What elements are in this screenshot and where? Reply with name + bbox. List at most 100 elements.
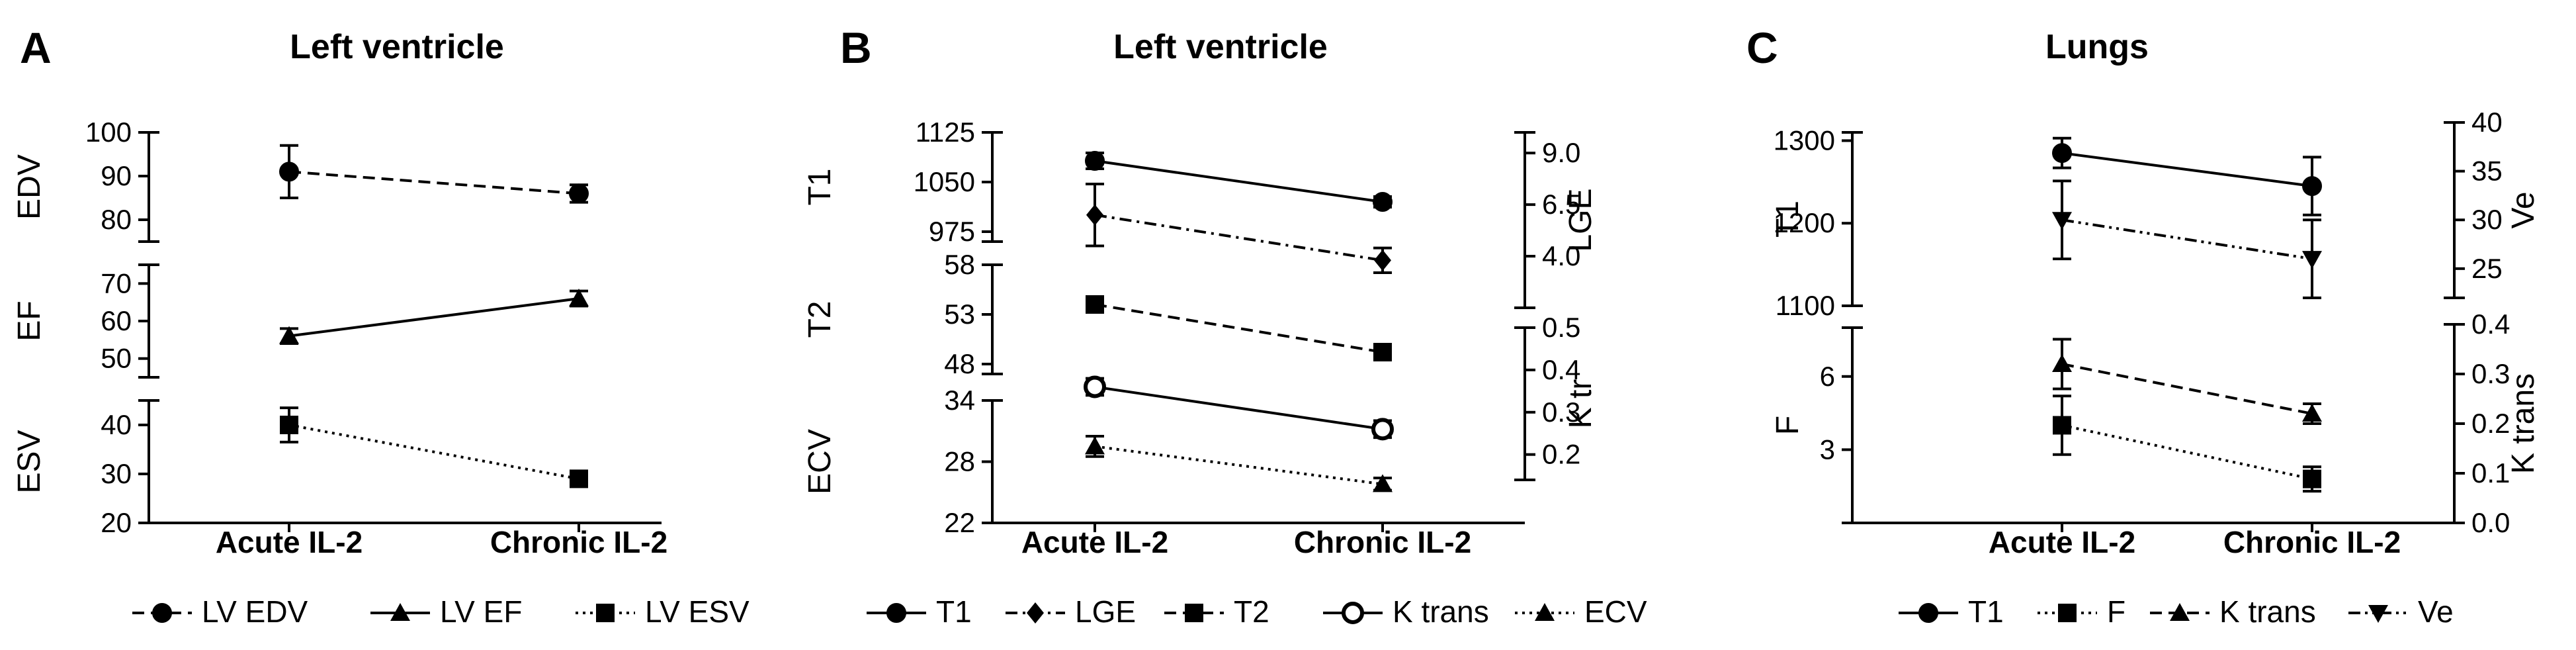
series-line (1094, 303, 1383, 353)
legend-label: T1 (936, 594, 972, 629)
y-tick-label: 0.2 (2471, 408, 2510, 439)
series-t1 (1085, 151, 1393, 212)
series-line (1094, 445, 1383, 486)
data-point (2302, 404, 2322, 422)
legend-marker (1027, 602, 1044, 624)
y-tick-label: 35 (2471, 156, 2503, 187)
y-axis-label: ECV (802, 429, 837, 494)
y-axis-ve: 25 30 35 40 Ve (2444, 107, 2541, 299)
legend-label: T2 (1234, 594, 1269, 629)
y-axis-edv: 80 90 100 EDV (12, 116, 159, 243)
panel-letter: C (1746, 23, 1778, 72)
series-lv-ef (279, 289, 589, 345)
y-tick-label: 30 (101, 458, 132, 489)
y-tick-label: 30 (2471, 204, 2503, 235)
y-axis-label: T2 (802, 301, 837, 338)
legend-marker (596, 604, 615, 622)
y-tick-label: 0.4 (2471, 308, 2510, 340)
data-point (2302, 251, 2322, 269)
series-lge (1086, 182, 1392, 274)
y-tick-label: 60 (101, 305, 132, 336)
legend-label: ECV (1584, 594, 1647, 629)
series-line (288, 424, 580, 481)
data-point (1373, 474, 1393, 492)
y-tick-label: 48 (944, 348, 975, 379)
legend-marker (390, 603, 410, 621)
y-tick-label: 6 (1820, 361, 1835, 392)
x-tick-label: Acute IL-2 (1021, 525, 1168, 559)
data-point (2302, 176, 2322, 197)
x-tick-label: Chronic IL-2 (2223, 525, 2401, 559)
y-tick-label: 90 (101, 160, 132, 191)
panel-letter: B (840, 23, 872, 72)
y-tick-label: 3 (1820, 434, 1835, 465)
y-axis-t1: 975 1050 1125 T1 (802, 116, 1003, 247)
legend-item: LV EF (370, 594, 522, 629)
y-axis-label: K trans (2506, 373, 2541, 474)
x-tick-label: Acute IL-2 (216, 525, 363, 559)
legend-item: T2 (1164, 594, 1269, 629)
y-tick-label: 50 (101, 343, 132, 374)
panel-letter: A (20, 23, 52, 72)
y-axis-label: EF (12, 301, 47, 341)
y-axis-label: Ve (2506, 191, 2541, 228)
y-tick-label: 25 (2471, 253, 2503, 284)
series-line (288, 297, 580, 338)
panel-title: Left ventricle (290, 28, 504, 66)
legend-label: Ve (2418, 594, 2454, 629)
panel-a: A Left ventricle Acute IL-2 Chronic IL-2 80 9… (12, 23, 750, 629)
legend-item: ECV (1515, 594, 1647, 629)
data-point (1084, 375, 1106, 398)
x-tick-label: Acute IL-2 (1989, 525, 2135, 559)
y-axis-f: 3 6 F (1770, 326, 1863, 524)
y-tick-label: 0.5 (1542, 312, 1580, 343)
data-point (279, 326, 299, 344)
legend-marker (886, 603, 906, 623)
data-point (1086, 295, 1104, 314)
legend-label: LV EF (440, 594, 522, 629)
y-tick-label: 28 (944, 446, 975, 477)
y-tick-label: 1300 (1774, 124, 1835, 156)
series-line (2061, 424, 2313, 481)
y-axis-label: EDV (12, 154, 47, 220)
y-axis-label: T1 (802, 168, 837, 205)
y-axis-t2: 48 53 58 T2 (802, 249, 1003, 379)
series-lv-edv (279, 144, 589, 204)
data-point (1373, 343, 1392, 361)
series-ve (2052, 179, 2322, 299)
y-tick-label: 70 (101, 267, 132, 299)
legend-marker (1185, 604, 1203, 622)
y-axis-label: ESV (12, 430, 47, 493)
legend-item: K trans (2150, 594, 2316, 629)
y-axis-t1: 1100 1200 1300 T1 (1770, 124, 1863, 321)
y-tick-label: 40 (2471, 107, 2503, 138)
y-axis-label: LGE (1563, 188, 1598, 252)
y-axis-label: F (1770, 416, 1805, 435)
data-point (569, 289, 589, 306)
legend-marker (2058, 604, 2077, 622)
series-line (1094, 385, 1383, 431)
data-point (1086, 204, 1103, 226)
y-tick-label: 0.1 (2471, 457, 2510, 488)
y-tick-label: 53 (944, 299, 975, 330)
series-line (2061, 218, 2313, 261)
series-line (1094, 160, 1383, 203)
y-axis-label: T1 (1770, 201, 1805, 238)
y-tick-label: 0.3 (1542, 396, 1580, 428)
legend: LV EDV LV EF LV ESV (132, 594, 750, 629)
x-tick-label: Chronic IL-2 (1294, 525, 1471, 559)
legend-item: LV ESV (576, 594, 750, 629)
y-axis-ktrans: 0.0 0.1 0.2 0.3 0.4 K trans (2444, 308, 2541, 538)
panel-title: Left ventricle (1113, 28, 1328, 66)
legend-label: LV EDV (202, 594, 308, 629)
series-k-trans (1084, 375, 1394, 441)
data-point (1371, 418, 1394, 441)
legend-marker (1535, 603, 1555, 621)
y-axis-label: K tr (1563, 379, 1598, 429)
legend-marker (1342, 602, 1364, 624)
legend-label: LGE (1075, 594, 1136, 629)
series-t2 (1086, 295, 1392, 361)
legend-marker (1918, 603, 1938, 623)
data-point (2052, 212, 2072, 230)
series-line (288, 170, 580, 195)
